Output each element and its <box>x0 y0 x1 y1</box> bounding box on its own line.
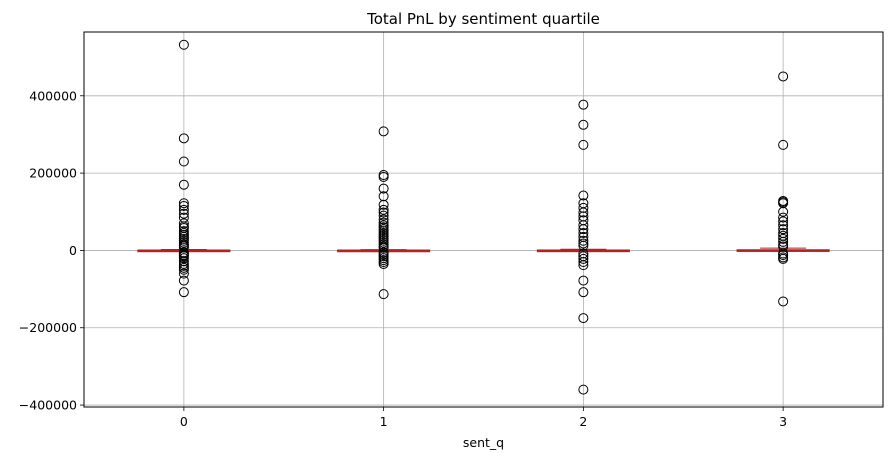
flier-point <box>778 220 789 231</box>
flier-point <box>778 236 789 247</box>
flier-point <box>778 212 789 223</box>
flier-point <box>178 204 189 215</box>
flier-point <box>378 204 389 215</box>
flier-point <box>578 119 589 130</box>
flier-point <box>578 260 589 271</box>
x-tick-label: 0 <box>180 414 188 429</box>
flier-point <box>378 183 389 194</box>
x-axis-label: sent_q <box>463 435 504 450</box>
flier-point <box>578 275 589 286</box>
flier-point <box>578 313 589 324</box>
plot-frame <box>83 31 884 408</box>
flier-point <box>178 208 189 219</box>
chart-title: Total PnL by sentiment quartile <box>366 10 600 28</box>
flier-point <box>178 133 189 144</box>
y-tick-label: −200000 <box>19 320 77 335</box>
flier-point <box>378 199 389 210</box>
x-tick-label: 2 <box>579 414 587 429</box>
tick-layer: −400000 −200000 0 200000 400000 0 1 2 3 <box>19 88 787 429</box>
flier-point <box>578 384 589 395</box>
flier-point <box>578 139 589 150</box>
flier-point <box>378 171 389 182</box>
flier-point <box>178 179 189 190</box>
flier-point <box>778 139 789 150</box>
flier-point <box>578 240 589 251</box>
flier-point <box>778 224 789 235</box>
flier-point <box>778 71 789 82</box>
flier-point <box>578 253 589 264</box>
flier-point <box>378 258 389 269</box>
x-tick-label: 3 <box>779 414 787 429</box>
flier-point <box>578 224 589 235</box>
y-tick-label: 0 <box>69 243 77 258</box>
flier-point <box>178 287 189 298</box>
flier-layer <box>178 39 789 395</box>
flier-point <box>178 156 189 167</box>
flier-point <box>378 207 389 218</box>
flier-point <box>578 99 589 110</box>
flier-point <box>178 253 189 264</box>
flier-point <box>178 264 189 275</box>
flier-point <box>378 214 389 225</box>
flier-point <box>178 275 189 286</box>
flier-point <box>178 200 189 211</box>
flier-point <box>778 250 789 261</box>
flier-point <box>578 190 589 201</box>
y-tick-label: 400000 <box>29 88 77 103</box>
x-tick-label: 1 <box>380 414 388 429</box>
flier-point <box>578 235 589 246</box>
flier-point <box>178 268 189 279</box>
flier-point <box>578 238 589 249</box>
flier-point <box>778 206 789 217</box>
flier-point <box>178 39 189 50</box>
flier-point <box>778 253 789 264</box>
flier-point <box>778 233 789 244</box>
flier-point <box>578 257 589 268</box>
flier-point <box>778 216 789 227</box>
flier-point <box>578 228 589 239</box>
flier-point <box>578 207 589 218</box>
flier-point <box>378 289 389 300</box>
y-tick-label: −400000 <box>19 398 77 413</box>
flier-point <box>778 296 789 307</box>
flier-point <box>178 198 189 209</box>
flier-point <box>578 220 589 231</box>
flier-point <box>378 126 389 137</box>
flier-point <box>178 218 189 229</box>
flier-point <box>378 210 389 221</box>
flier-point <box>578 287 589 298</box>
y-tick-label: 200000 <box>29 166 77 181</box>
